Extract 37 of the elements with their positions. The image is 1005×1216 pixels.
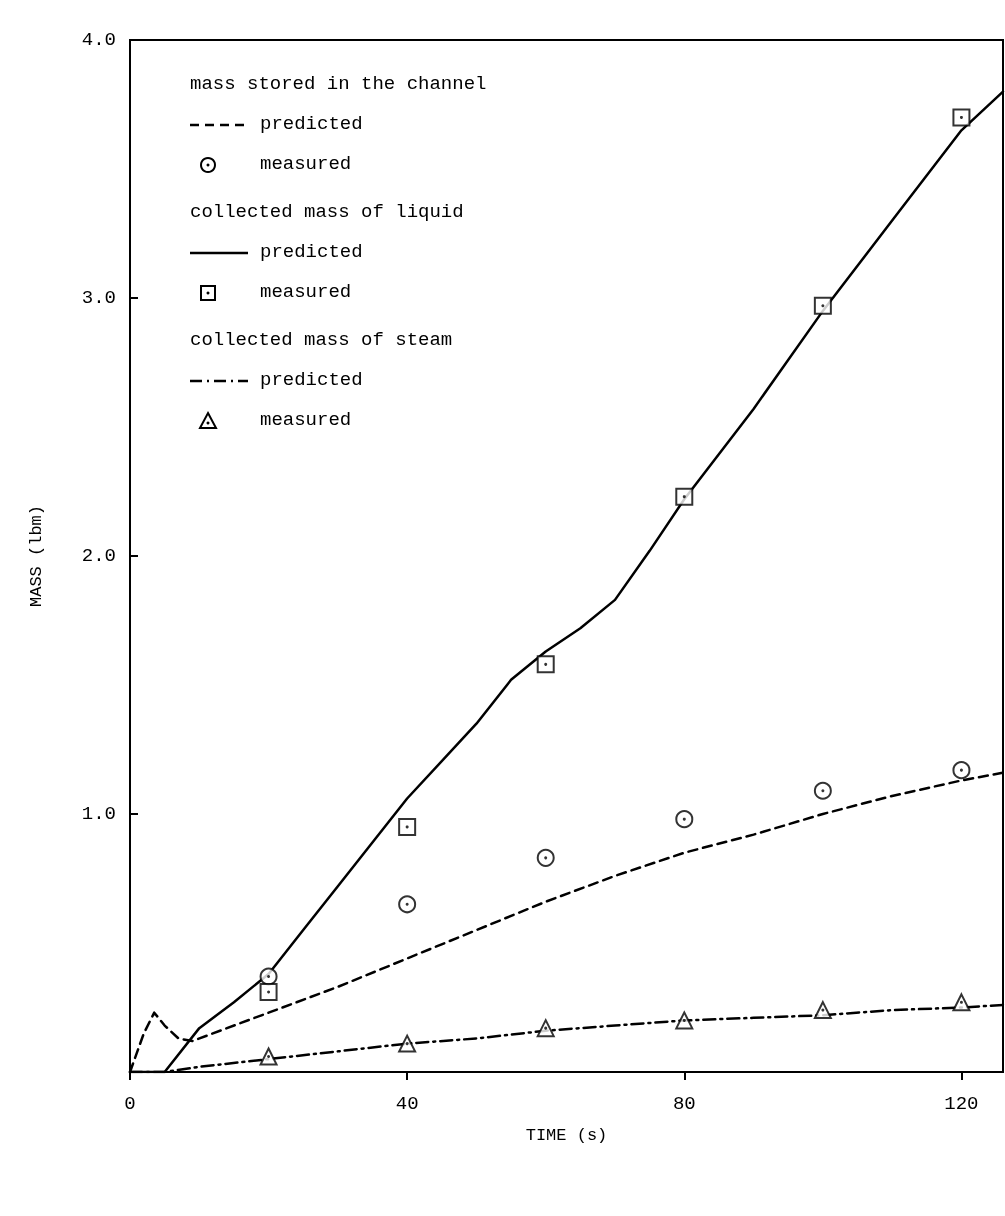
legend-label: predicted [260, 112, 363, 135]
annotation: mass stored in the channel [190, 72, 487, 95]
point [952, 993, 971, 1012]
point [813, 296, 832, 315]
point [675, 1011, 694, 1030]
point [813, 1001, 832, 1020]
annotation: collected mass of liquid [190, 200, 464, 223]
point [398, 895, 417, 914]
legend-label: measured [260, 408, 352, 431]
point [259, 967, 278, 986]
legend-label: measured [260, 152, 352, 175]
point [259, 983, 278, 1002]
x-tick-label: 80 [672, 1092, 696, 1115]
y-tick-label: 4.0 [81, 29, 116, 51]
y-tick-label: 1.0 [81, 803, 116, 825]
point [675, 810, 694, 829]
annotation: collected mass of steam [190, 328, 453, 351]
x-tick-label: 0 [124, 1092, 136, 1115]
point [536, 655, 555, 674]
y-tick-label: 2.0 [81, 545, 116, 567]
x-axis-title: TIME (s) [525, 1126, 608, 1145]
point [536, 848, 555, 867]
point [259, 1047, 278, 1066]
point [398, 1034, 417, 1053]
point [813, 781, 832, 800]
legend-label: predicted [260, 368, 363, 391]
legend-label: measured [260, 280, 352, 303]
x-tick-label: 120 [944, 1092, 979, 1115]
y-tick-label: 3.0 [81, 287, 116, 309]
point [952, 108, 971, 127]
y-axis-title: MASS (lbm) [27, 504, 46, 608]
point [536, 1019, 555, 1038]
legend-label: predicted [260, 240, 363, 263]
x-tick-label: 40 [395, 1092, 419, 1115]
point [952, 761, 971, 780]
point [675, 487, 694, 506]
point [398, 817, 417, 836]
